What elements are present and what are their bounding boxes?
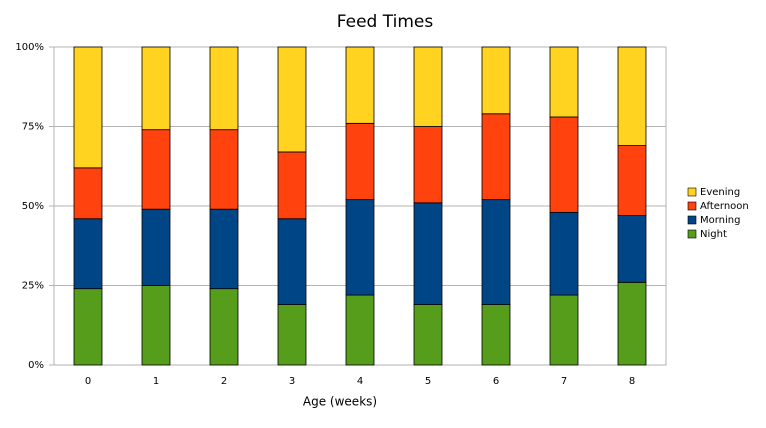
bar-segment bbox=[413, 304, 443, 366]
x-tick-label: 1 bbox=[153, 376, 159, 387]
bar-segment bbox=[345, 122, 375, 201]
x-tick-label: 0 bbox=[85, 376, 91, 387]
bar-segment bbox=[277, 304, 307, 366]
bar-segment bbox=[345, 294, 375, 366]
bar-segment bbox=[617, 46, 647, 146]
bar-segment bbox=[73, 167, 103, 220]
x-tick-label: 3 bbox=[289, 376, 295, 387]
legend-swatch bbox=[687, 201, 697, 211]
bar-segment bbox=[481, 304, 511, 366]
legend-label: Night bbox=[700, 229, 727, 240]
bar-segment bbox=[209, 129, 239, 210]
y-tick-label: 50% bbox=[22, 201, 44, 212]
legend-swatch bbox=[687, 215, 697, 225]
x-tick-label: 6 bbox=[493, 376, 499, 387]
bar-segment bbox=[73, 288, 103, 366]
y-tick-label: 75% bbox=[22, 122, 44, 133]
bar-segment bbox=[141, 285, 171, 366]
chart-title: Feed Times bbox=[337, 12, 434, 32]
bar-segment bbox=[413, 202, 443, 305]
bar-segment bbox=[549, 294, 579, 366]
x-tick-label: 7 bbox=[561, 376, 567, 387]
bar-segment bbox=[617, 281, 647, 366]
bar-segment bbox=[345, 199, 375, 296]
bar-segment bbox=[277, 151, 307, 220]
bar-segment bbox=[481, 113, 511, 201]
y-tick-label: 0% bbox=[28, 360, 44, 371]
bar-segment bbox=[549, 116, 579, 213]
bar-segment bbox=[413, 46, 443, 127]
bar-segment bbox=[277, 46, 307, 153]
bar-segment bbox=[345, 46, 375, 124]
bar-segment bbox=[617, 145, 647, 216]
bar-segment bbox=[481, 199, 511, 305]
x-tick-label: 4 bbox=[357, 376, 363, 387]
bar-segment bbox=[549, 211, 579, 296]
bar-segment bbox=[141, 208, 171, 286]
legend-label: Evening bbox=[700, 187, 740, 198]
bar-segment bbox=[73, 218, 103, 290]
x-axis-label: Age (weeks) bbox=[303, 395, 377, 409]
x-tick-label: 8 bbox=[629, 376, 635, 387]
bar-segment bbox=[73, 46, 103, 169]
bar-segment bbox=[141, 129, 171, 210]
bar-segment bbox=[549, 46, 579, 118]
x-tick-label: 5 bbox=[425, 376, 431, 387]
bar-segment bbox=[141, 46, 171, 131]
legend-swatch bbox=[687, 187, 697, 197]
legend-swatch bbox=[687, 229, 697, 239]
legend-label: Morning bbox=[700, 215, 740, 226]
bar-segment bbox=[413, 126, 443, 204]
bar-segment bbox=[209, 46, 239, 131]
x-tick-label: 2 bbox=[221, 376, 227, 387]
bar-segment bbox=[481, 46, 511, 115]
legend-label: Afternoon bbox=[700, 201, 749, 212]
y-tick-label: 25% bbox=[22, 281, 44, 292]
bar-segment bbox=[209, 288, 239, 366]
bar-segment bbox=[617, 215, 647, 283]
y-tick-label: 100% bbox=[15, 42, 44, 53]
bar-segment bbox=[277, 218, 307, 305]
bar-segment bbox=[209, 208, 239, 290]
